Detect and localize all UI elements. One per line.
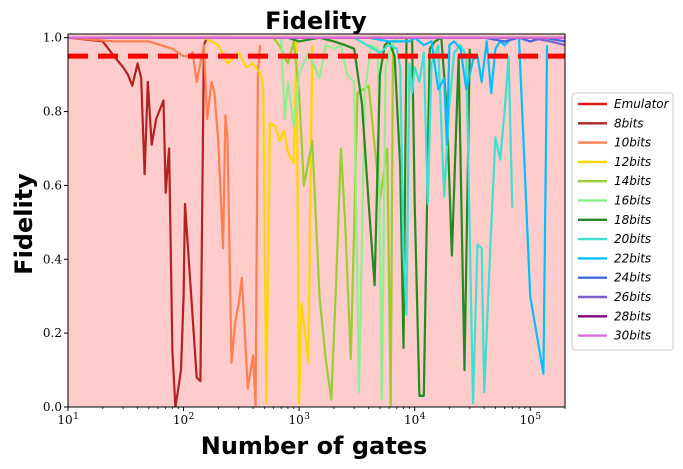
y-tick-label-3: 0.6 bbox=[43, 178, 62, 192]
x-tick-label-2: 10 bbox=[288, 413, 303, 427]
legend-label-8: 22bits bbox=[614, 251, 651, 265]
x-tick-label-0: 10 bbox=[57, 413, 72, 427]
y-tick-label-2: 0.4 bbox=[43, 252, 62, 266]
legend-label-3: 12bits bbox=[614, 155, 651, 169]
x-axis-ticks: 10 1 10 2 10 3 10 4 10 5 bbox=[57, 407, 566, 427]
legend-label-2: 10bits bbox=[614, 136, 651, 150]
x-tick-exponent-1: 2 bbox=[189, 412, 195, 422]
legend-label-6: 18bits bbox=[614, 213, 651, 227]
x-tick-label-3: 10 bbox=[404, 413, 419, 427]
legend-label-0: Emulator bbox=[614, 97, 670, 111]
series-line-5 bbox=[280, 37, 398, 401]
y-tick-label-5: 1.0 bbox=[43, 31, 62, 45]
series-line-3 bbox=[157, 36, 314, 405]
x-axis-label: Number of gates bbox=[201, 432, 428, 460]
legend-box bbox=[571, 92, 674, 351]
series-line-7 bbox=[353, 36, 514, 405]
x-tick-exponent-2: 3 bbox=[304, 412, 310, 422]
x-tick-label-4: 10 bbox=[520, 413, 535, 427]
series-layer bbox=[68, 36, 565, 407]
legend-label-11: 28bits bbox=[614, 309, 651, 323]
legend-label-9: 24bits bbox=[614, 271, 651, 285]
y-tick-label-4: 0.8 bbox=[43, 105, 62, 119]
x-tick-label-1: 10 bbox=[173, 413, 188, 427]
x-tick-exponent-4: 5 bbox=[535, 412, 541, 422]
legend-label-1: 8bits bbox=[614, 116, 644, 130]
series-line-2 bbox=[68, 36, 262, 407]
y-tick-label-0: 0.0 bbox=[43, 400, 62, 414]
legend-label-7: 20bits bbox=[614, 232, 651, 246]
plot-frame bbox=[67, 33, 566, 408]
y-axis-label: Fidelity bbox=[10, 173, 38, 275]
series-line-6 bbox=[287, 36, 471, 397]
x-tick-exponent-3: 4 bbox=[420, 412, 426, 422]
series-line-1 bbox=[68, 36, 211, 407]
legend-label-4: 14bits bbox=[614, 174, 651, 188]
legend-label-10: 26bits bbox=[614, 290, 651, 304]
y-tick-label-1: 0.2 bbox=[43, 326, 62, 340]
chart-title: Fidelity bbox=[265, 7, 367, 35]
legend: Emulator 8bits 10bits 12bits 14bits 16bits 18b… bbox=[571, 92, 674, 351]
y-axis-ticks: 0.0 0.2 0.4 0.6 0.8 1.0 bbox=[43, 31, 68, 414]
legend-label-5: 16bits bbox=[614, 194, 651, 208]
legend-label-12: 30bits bbox=[614, 329, 651, 343]
x-tick-exponent-0: 1 bbox=[73, 412, 79, 422]
